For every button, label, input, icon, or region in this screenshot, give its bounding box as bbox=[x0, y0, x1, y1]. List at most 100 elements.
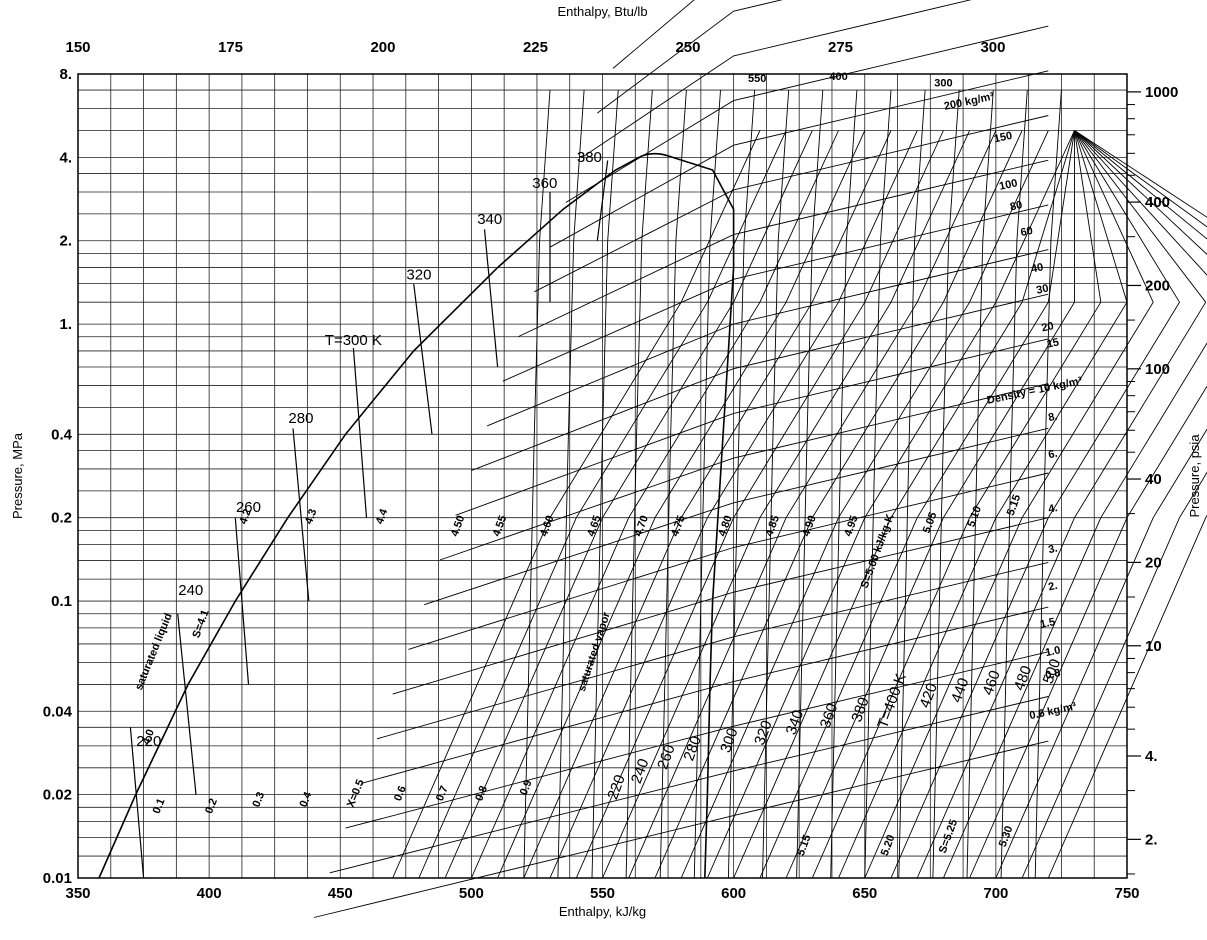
vapor-isotherm-label: 340 bbox=[783, 708, 808, 737]
isentrope-line bbox=[418, 130, 787, 879]
isochore-label: 60 bbox=[1019, 225, 1033, 239]
x-bottom-tick-label: 550 bbox=[590, 885, 615, 902]
isotherm-line bbox=[483, 229, 499, 368]
vapor-isotherm-label: 320 bbox=[751, 718, 776, 747]
isentrope-line bbox=[811, 130, 1102, 879]
y-left-tick-label: 0.04 bbox=[43, 703, 73, 720]
saturated-vapor-label: saturated vapor bbox=[576, 610, 613, 693]
y-right-tick-label: 4. bbox=[1145, 748, 1158, 765]
isochore-label: 8. bbox=[1047, 410, 1058, 424]
isochore-line bbox=[361, 606, 1049, 784]
quality-label: 0.3 bbox=[250, 790, 267, 809]
vapor-isotherm-line bbox=[830, 90, 858, 879]
isentrope-line bbox=[759, 130, 1075, 879]
y-right-tick-label: 10 bbox=[1145, 638, 1162, 655]
y-right-tick-label: 20 bbox=[1145, 554, 1162, 571]
isotherm-line bbox=[596, 160, 609, 241]
quality-label: 0.1 bbox=[151, 797, 168, 816]
isotherm-label: 340 bbox=[477, 211, 502, 228]
vapor-isotherm-label: 240 bbox=[628, 756, 653, 785]
isochore-label: 0.6 kg/m³ bbox=[1028, 700, 1077, 722]
x-top-tick-label: 225 bbox=[523, 39, 548, 56]
isochore-label: 3. bbox=[1047, 543, 1058, 557]
quality-label: 0.2 bbox=[203, 797, 220, 816]
isentrope-line bbox=[444, 130, 813, 879]
isentrope-label: 4.0 bbox=[140, 728, 157, 746]
isochore-label: Density = 10 kg/m³ bbox=[986, 375, 1084, 407]
vapor-isotherm-line bbox=[898, 90, 926, 879]
isentrope-label: 5.05 bbox=[921, 511, 940, 535]
vapor-isotherm-line bbox=[659, 90, 687, 879]
x-axis-top-title: Enthalpy, Btu/lb bbox=[557, 4, 647, 19]
vapor-isotherm-line bbox=[625, 90, 653, 879]
vapor-isotherm-line bbox=[932, 90, 960, 879]
isochore-label: 20 bbox=[1040, 320, 1054, 334]
isochore-label: 1.0 bbox=[1044, 644, 1061, 659]
isotherm-label: 240 bbox=[178, 582, 203, 599]
isotherm-line bbox=[352, 347, 368, 518]
isochore-line bbox=[329, 696, 1049, 874]
isentrope-line bbox=[549, 130, 918, 879]
isentrope-label: 4.2 bbox=[237, 507, 254, 525]
vapor-isotherm-label: T=400 K bbox=[874, 671, 910, 730]
y-axis-right-title: Pressure, psia bbox=[1187, 434, 1202, 518]
isochore-line bbox=[597, 0, 783, 114]
isochore-line bbox=[439, 383, 1049, 561]
y-left-tick-label: 0.01 bbox=[43, 870, 72, 887]
y-right-tick-label: 2. bbox=[1145, 831, 1158, 848]
quality-label: X=0.5 bbox=[345, 778, 367, 809]
isentrope-line bbox=[969, 130, 1207, 879]
vapor-isotherm-label: 300 bbox=[717, 726, 742, 755]
isentrope-label: 4.3 bbox=[303, 507, 320, 525]
vapor-isotherm-line bbox=[1000, 90, 1028, 879]
isentrope-line bbox=[785, 130, 1075, 879]
y-left-tick-label: 0.02 bbox=[43, 787, 72, 804]
x-bottom-tick-label: 600 bbox=[721, 885, 746, 902]
x-bottom-tick-label: 450 bbox=[328, 885, 353, 902]
isochore-line bbox=[581, 0, 972, 159]
isentrope-line bbox=[942, 130, 1207, 879]
x-bottom-tick-label: 700 bbox=[983, 885, 1008, 902]
isotherm-line bbox=[129, 727, 145, 879]
vapor-isotherm-line bbox=[796, 90, 824, 879]
isotherm-line bbox=[292, 428, 310, 602]
isochore-line bbox=[376, 561, 1049, 740]
x-axis-bottom-title: Enthalpy, kJ/kg bbox=[559, 904, 646, 919]
quality-label: 0.6 bbox=[392, 784, 409, 803]
x-top-tick-label: 150 bbox=[65, 39, 90, 56]
isentrope-line bbox=[995, 130, 1207, 879]
chart-axes: 350 400 450 500 550 600 650 700 750 150 175 200 225 2… bbox=[43, 39, 1179, 902]
vapor-isotherm-line bbox=[966, 90, 994, 879]
quality-label: 0.4 bbox=[298, 790, 315, 809]
y-right-tick-label: 100 bbox=[1145, 361, 1170, 378]
y-axis-left-title: Pressure, MPa bbox=[10, 432, 25, 519]
isochore-line bbox=[549, 70, 1049, 248]
quality-label: 0.8 bbox=[473, 784, 490, 803]
y-left-tick-label: 2. bbox=[59, 233, 72, 250]
isotherm-label: 260 bbox=[236, 499, 261, 516]
y-left-tick-label: 8. bbox=[59, 66, 72, 83]
y-left-tick-label: 0.2 bbox=[51, 510, 72, 527]
vapor-isotherm-label: 480 bbox=[1011, 663, 1036, 692]
y-right-tick-label: 40 bbox=[1145, 471, 1162, 488]
vapor-isotherm-line bbox=[1034, 90, 1062, 879]
isochore-label: 1.5 bbox=[1039, 616, 1056, 631]
isotherm-label: 360 bbox=[532, 175, 557, 192]
y-right-tick-label: 1000 bbox=[1145, 84, 1178, 101]
isentrope-label: 5.10 bbox=[965, 505, 984, 529]
isochore-line bbox=[424, 427, 1049, 606]
isochore-line bbox=[502, 204, 1049, 382]
vapor-isotherm-line bbox=[523, 90, 551, 879]
chart-curves bbox=[98, 0, 1207, 918]
x-bottom-tick-label: 650 bbox=[852, 885, 877, 902]
isentrope-line bbox=[497, 130, 866, 879]
vapor-isotherm-line bbox=[557, 90, 585, 879]
isochore-line bbox=[408, 472, 1049, 650]
supercritical-isotherm-label: 400 bbox=[829, 71, 847, 83]
isentrope-line bbox=[838, 130, 1128, 879]
isotherm-line bbox=[234, 517, 250, 685]
x-top-tick-label: 200 bbox=[370, 39, 395, 56]
isentrope-line bbox=[1021, 130, 1207, 879]
isotherm-label: T=300 K bbox=[325, 332, 382, 349]
